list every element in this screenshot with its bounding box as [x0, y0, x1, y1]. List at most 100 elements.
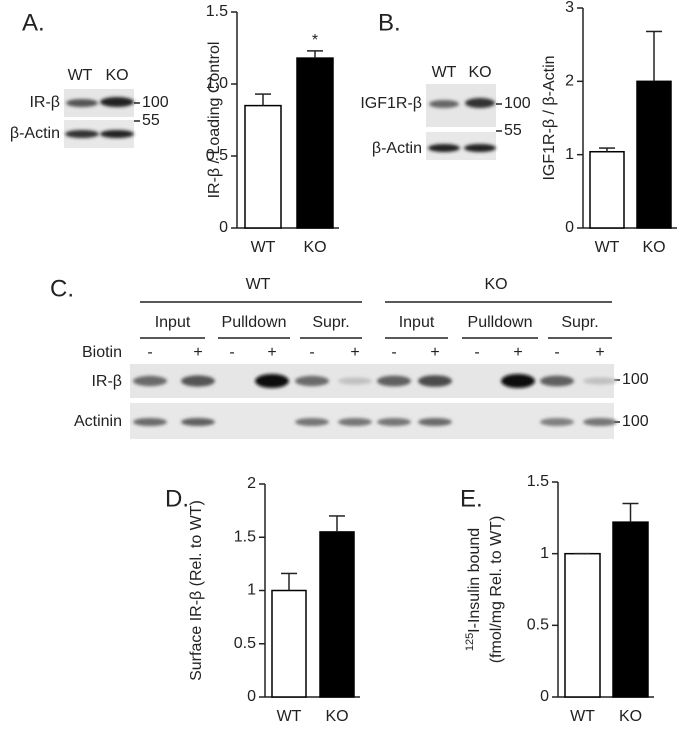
band — [583, 377, 617, 385]
band — [133, 418, 167, 426]
row-label: Actinin — [74, 413, 122, 430]
error-bar — [255, 93, 271, 106]
y-axis-label: IGF1R-β / β-Actin — [541, 55, 558, 180]
y-tick-label: 0 — [247, 688, 256, 705]
subgroup-label: Pulldown — [222, 314, 287, 331]
bar — [244, 104, 282, 229]
blot-b: WT KO IGF1R-β β-Actin 100 55 — [360, 64, 531, 160]
marker-label: 100 — [622, 413, 649, 430]
biotin-sign: + — [193, 344, 202, 361]
row-label: IR-β — [29, 94, 60, 111]
x-tick-label: WT — [251, 239, 276, 256]
biotin-sign: + — [267, 344, 276, 361]
y-tick-label: 0 — [219, 219, 228, 236]
significance: * — [312, 32, 318, 49]
y-tick-label: 1.5 — [527, 473, 549, 490]
row-label: β-Actin — [372, 140, 422, 157]
panel-label: E. — [460, 485, 483, 512]
y-axis-label-line: I-Insulin bound — [466, 528, 483, 633]
band — [418, 375, 452, 387]
marker-label: 100 — [142, 94, 169, 111]
panel-label: B. — [378, 9, 401, 36]
group-label: WT — [246, 276, 271, 293]
y-tick-label: 1.0 — [206, 75, 228, 92]
bar — [612, 521, 649, 698]
panel-label: C. — [50, 275, 74, 302]
subgroup-label: Input — [399, 314, 435, 331]
biotin-sign: + — [513, 344, 522, 361]
biotin-sign: - — [554, 344, 559, 361]
biotin-sign: - — [391, 344, 396, 361]
panel-label: D. — [165, 485, 189, 512]
lane-label: KO — [105, 67, 128, 84]
band — [181, 375, 215, 387]
biotin-sign: + — [350, 344, 359, 361]
band — [338, 418, 372, 426]
group-label: KO — [484, 276, 507, 293]
y-axis-label: (fmol/mg Rel. to WT) — [488, 516, 505, 664]
row-label: IGF1R-β — [360, 95, 422, 112]
band — [181, 418, 215, 426]
biotin-sign: - — [309, 344, 314, 361]
y-tick-label: 0 — [565, 219, 574, 236]
y-tick-label: 1 — [247, 582, 256, 599]
y-tick-label: 1 — [540, 545, 549, 562]
y-tick-label: 0 — [540, 688, 549, 705]
band — [255, 374, 289, 388]
error-bar — [622, 502, 639, 523]
band — [295, 375, 329, 387]
band — [540, 375, 574, 387]
biotin-sign: - — [147, 344, 152, 361]
y-tick-label: 0.5 — [234, 635, 256, 652]
error-bar — [599, 147, 615, 152]
y-tick-label: 0.5 — [527, 617, 549, 634]
bar — [636, 80, 672, 229]
row-label: β-Actin — [10, 125, 60, 142]
y-axis-label: Surface IR-β (Rel. to WT) — [188, 500, 205, 681]
y-tick-label: 1.5 — [206, 3, 228, 20]
y-tick-label: 3 — [565, 0, 574, 16]
blot-c: WT KO Biotin IR-β Actinin 100 100 Input P… — [74, 276, 649, 439]
bar — [564, 552, 601, 698]
subgroup-label: Supr. — [312, 314, 349, 331]
y-tick-label: 2 — [565, 73, 574, 90]
band — [295, 418, 329, 426]
x-tick-label: KO — [325, 708, 348, 725]
row-label: Biotin — [82, 344, 122, 361]
marker-label: 55 — [504, 122, 522, 139]
y-axis-label-line: (fmol/mg Rel. to WT) — [488, 516, 505, 664]
error-bar — [307, 50, 323, 59]
x-tick-label: WT — [595, 239, 620, 256]
subgroup-label: Pulldown — [468, 314, 533, 331]
x-tick-label: KO — [642, 239, 665, 256]
error-bar — [329, 515, 345, 532]
y-tick-label: 1 — [565, 146, 574, 163]
y-axis-label: 125I-Insulin bound — [464, 528, 483, 651]
y-tick-label: 1.5 — [234, 528, 256, 545]
row-label: IR-β — [91, 373, 122, 390]
band — [338, 377, 372, 385]
y-tick-label: 2 — [247, 475, 256, 492]
panel-label: A. — [22, 9, 45, 36]
error-bar — [646, 30, 662, 82]
marker-label: 100 — [504, 95, 531, 112]
marker-label: 100 — [622, 371, 649, 388]
x-tick-label: KO — [303, 239, 326, 256]
bar — [271, 589, 307, 698]
lane-label: WT — [432, 64, 457, 81]
error-bar — [281, 572, 297, 591]
biotin-sign: + — [430, 344, 439, 361]
bar — [319, 531, 355, 698]
y-tick-label: 0.5 — [206, 147, 228, 164]
biotin-sign: - — [229, 344, 234, 361]
x-tick-label: WT — [570, 708, 595, 725]
marker-label: 55 — [142, 112, 160, 129]
subgroup-label: Supr. — [561, 314, 598, 331]
y-axis-label-superscript: 125 — [464, 633, 476, 651]
lane-label: KO — [468, 64, 491, 81]
biotin-sign: - — [474, 344, 479, 361]
band — [377, 375, 411, 387]
bar — [589, 150, 625, 229]
